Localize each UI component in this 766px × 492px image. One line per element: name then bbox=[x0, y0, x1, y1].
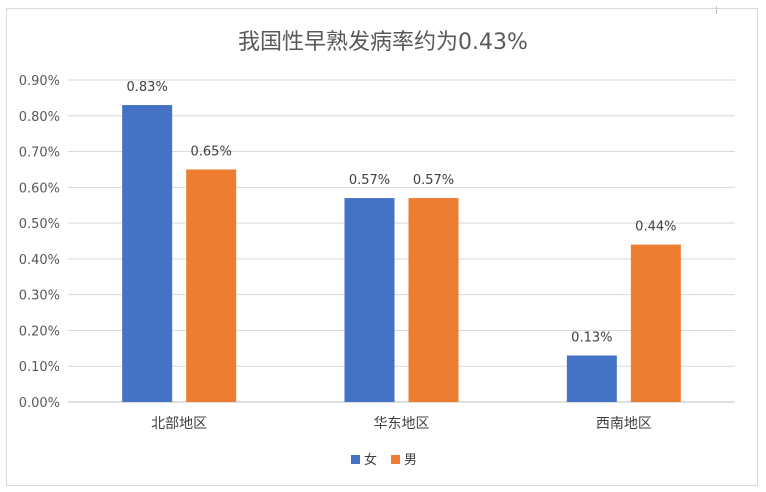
data-label: 0.57% bbox=[413, 173, 454, 188]
bar-male bbox=[408, 198, 459, 402]
data-label: 0.13% bbox=[571, 330, 612, 345]
bar-female bbox=[344, 198, 395, 402]
x-tick-label: 北部地区 bbox=[151, 416, 207, 432]
data-labels: 0.83% 0.65% 0.57% 0.57% 0.13% 0.44% bbox=[127, 80, 677, 345]
data-label: 0.44% bbox=[635, 220, 676, 235]
y-tick-label: 0.10% bbox=[19, 360, 60, 375]
data-label: 0.57% bbox=[349, 173, 390, 188]
legend-label: 女 bbox=[364, 452, 377, 468]
data-label: 0.65% bbox=[191, 144, 232, 159]
x-tick-label: 华东地区 bbox=[374, 416, 430, 432]
legend-swatch-female bbox=[351, 455, 360, 464]
bar-female bbox=[122, 105, 173, 403]
y-axis-tick-labels: 0.00% 0.10% 0.20% 0.30% 0.40% 0.50% 0.60% 0.70%… bbox=[19, 74, 60, 411]
y-tick-label: 0.20% bbox=[19, 324, 60, 339]
y-tick-label: 0.70% bbox=[19, 146, 60, 161]
y-tick-label: 0.80% bbox=[19, 110, 60, 125]
legend: 女男 bbox=[351, 452, 417, 468]
bar-male bbox=[186, 169, 237, 402]
y-tick-label: 0.30% bbox=[19, 289, 60, 304]
x-axis-tick-labels: 北部地区 华东地区 西南地区 bbox=[151, 416, 652, 432]
frame-corner-mark bbox=[716, 6, 717, 14]
chart-title: 我国性早熟发病率约为0.43% bbox=[238, 30, 528, 55]
bar-male bbox=[630, 244, 681, 402]
y-tick-label: 0.40% bbox=[19, 253, 60, 268]
x-tick-label: 西南地区 bbox=[596, 416, 652, 432]
bars bbox=[122, 105, 681, 403]
y-tick-label: 0.60% bbox=[19, 181, 60, 196]
data-label: 0.83% bbox=[127, 80, 168, 95]
legend-label: 男 bbox=[404, 453, 417, 468]
y-tick-label: 0.00% bbox=[19, 396, 60, 411]
y-tick-label: 0.50% bbox=[19, 217, 60, 232]
legend-swatch-male bbox=[391, 455, 400, 464]
y-tick-label: 0.90% bbox=[19, 74, 60, 89]
gridlines bbox=[68, 79, 735, 403]
bar-female bbox=[566, 355, 617, 402]
